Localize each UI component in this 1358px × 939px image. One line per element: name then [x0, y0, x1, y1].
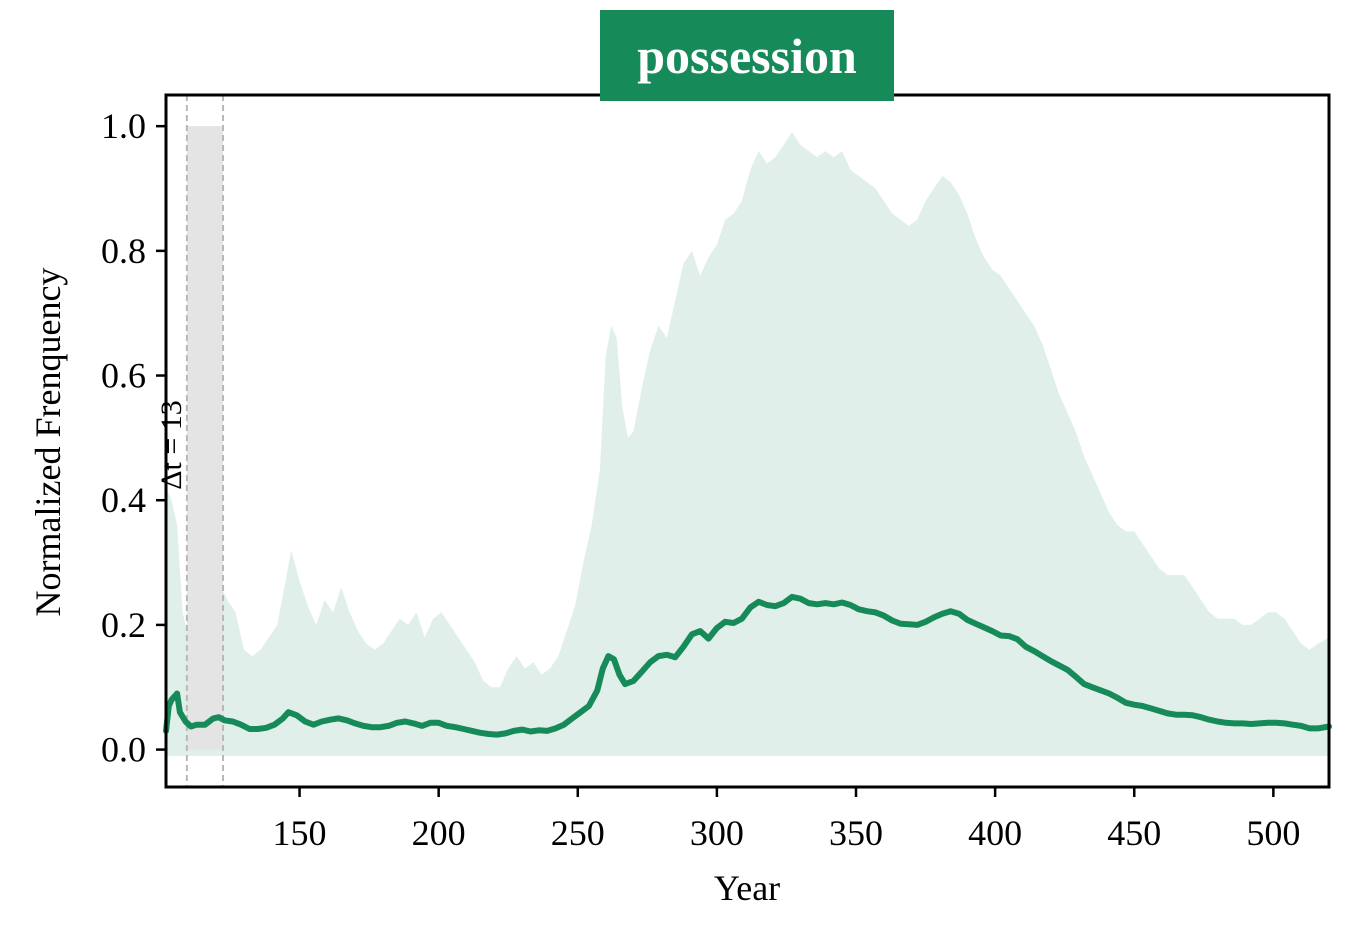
series-line-possession [163, 593, 1332, 738]
x-tick-label: 500 [1246, 813, 1300, 853]
chart-title: possession [600, 10, 894, 101]
axes-layer: 150 200 250 300 350 400 450 500 0.0 0.2 0.4 0.6 0.8 1… [101, 93, 1331, 853]
delta-t-label: Δt = 13 [155, 400, 188, 490]
x-tick-label: 300 [690, 813, 744, 853]
y-tick-label: 0.0 [101, 730, 146, 770]
y-tick-label: 0.8 [101, 231, 146, 271]
confidence-band-layer [166, 132, 1329, 756]
y-axis-label: Normalized Frenquency [28, 268, 68, 617]
confidence-band [166, 132, 1329, 756]
highlight-window-layer [185, 95, 225, 787]
x-tick-label: 200 [412, 813, 466, 853]
x-tick-label: 350 [829, 813, 883, 853]
x-tick-label: 250 [551, 813, 605, 853]
x-tick-label: 150 [273, 813, 327, 853]
x-tick-label: 450 [1107, 813, 1161, 853]
x-tick-label: 400 [968, 813, 1022, 853]
x-axis-label: Year [714, 868, 780, 908]
y-tick-label: 0.2 [101, 605, 146, 645]
highlight-window [186, 126, 224, 750]
y-tick-label: 0.6 [101, 356, 146, 396]
y-tick-label: 1.0 [101, 106, 146, 146]
series-line-layer [163, 593, 1332, 738]
y-tick-label: 0.4 [101, 480, 146, 520]
